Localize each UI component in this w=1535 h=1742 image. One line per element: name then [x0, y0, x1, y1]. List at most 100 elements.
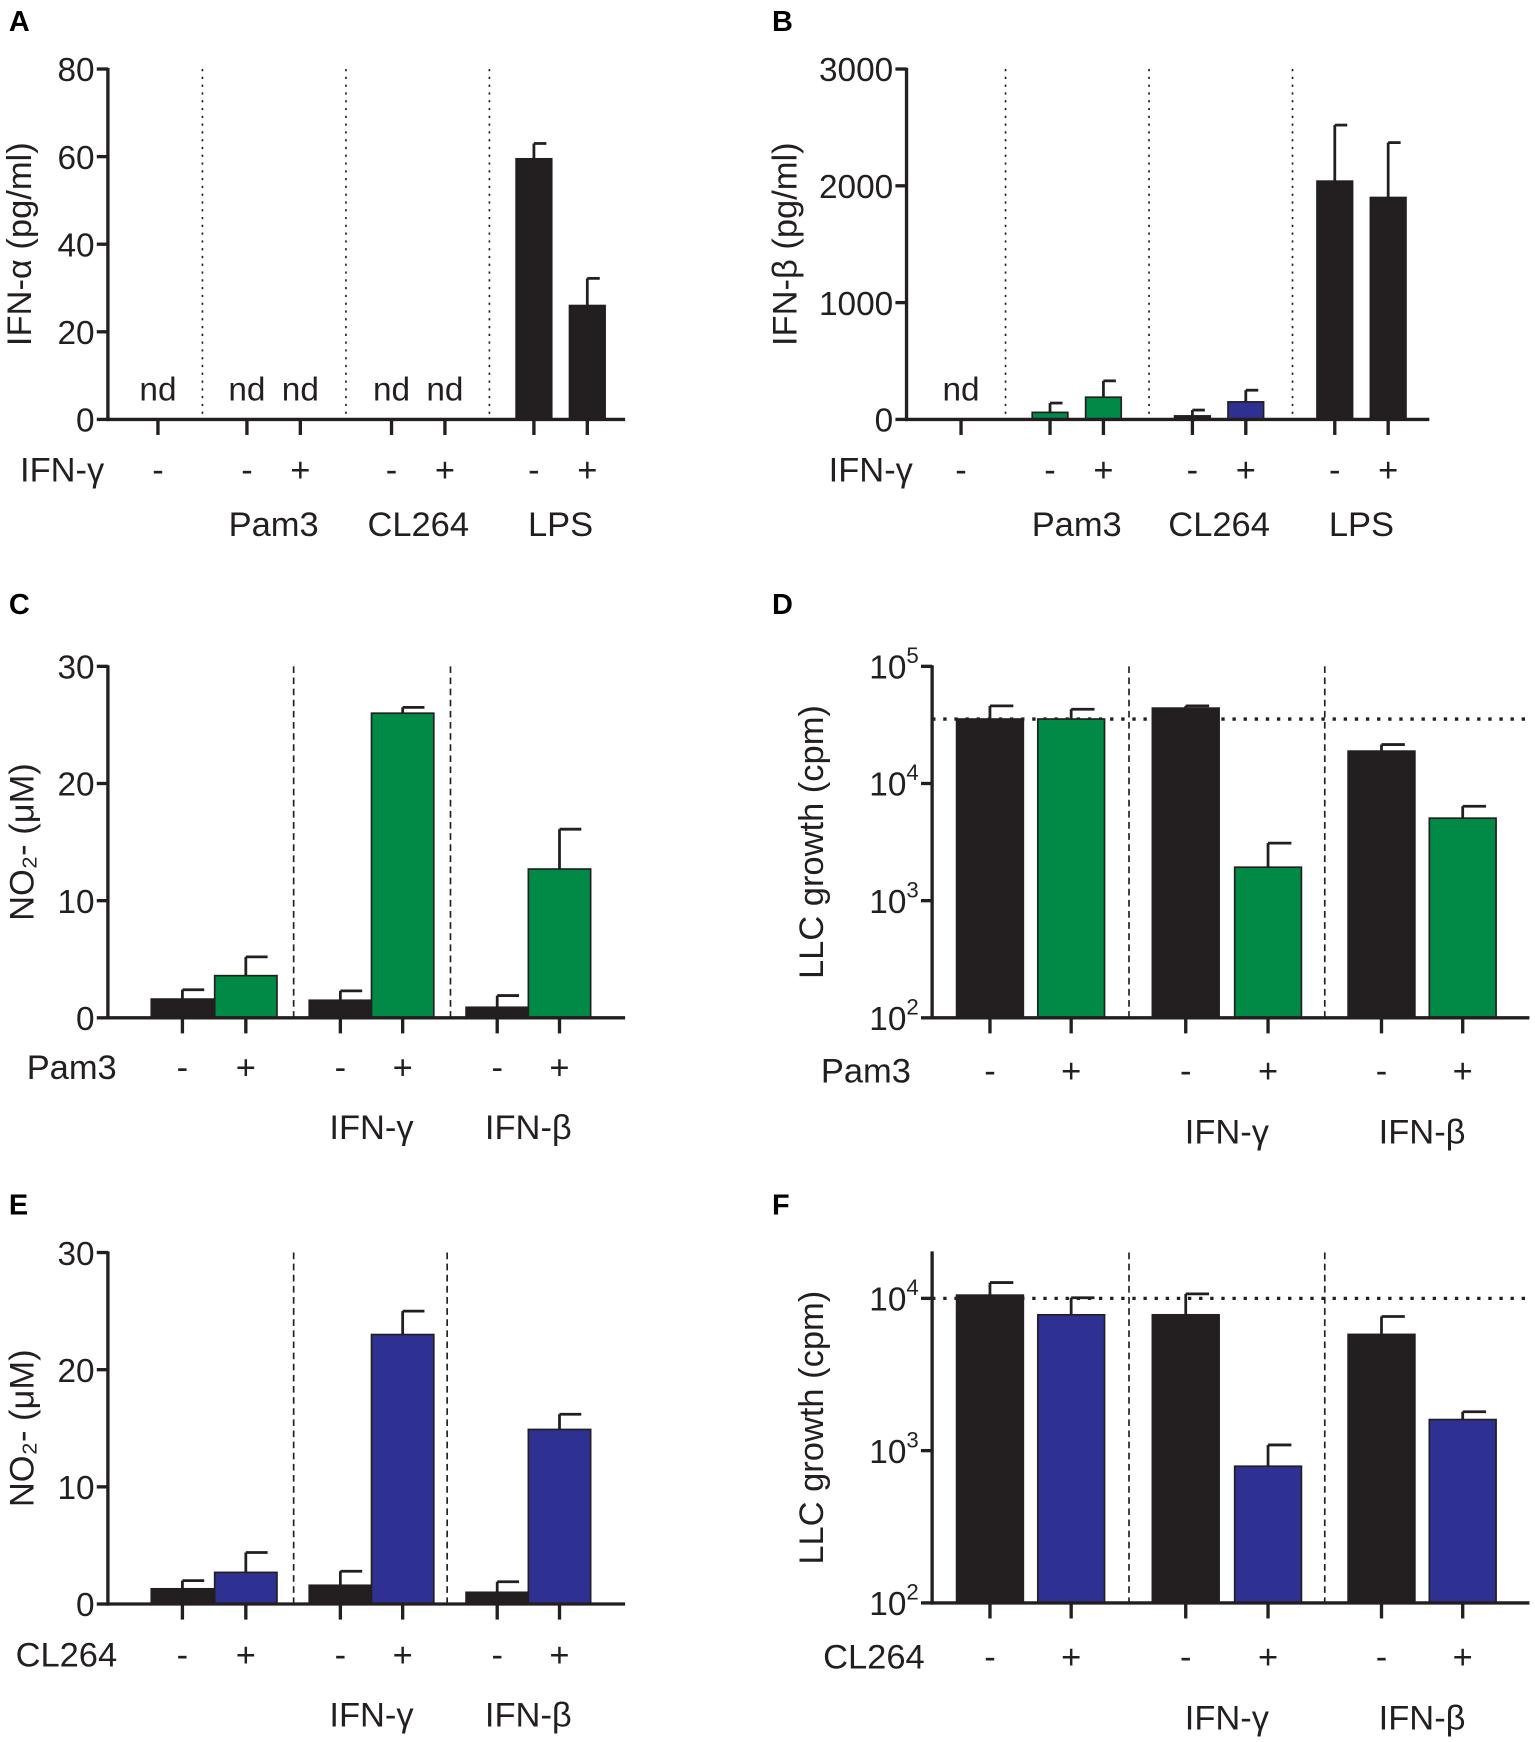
nd-label: nd — [942, 371, 979, 408]
factor-label: Pam3 — [821, 1052, 911, 1090]
group-label: IFN-γ — [329, 1696, 414, 1734]
group-label: IFN-β — [1379, 1700, 1466, 1738]
bar — [568, 304, 606, 421]
bar — [1151, 707, 1220, 1019]
bar — [1316, 180, 1354, 421]
treatment-sign: - — [1044, 452, 1055, 490]
treatment-sign: - — [984, 1639, 995, 1677]
y-tick-label: 105 — [869, 643, 918, 687]
bar — [1369, 196, 1407, 421]
panel-letter: A — [9, 6, 30, 38]
treatment-sign: - — [491, 1049, 502, 1087]
treatment-sign: - — [1180, 1639, 1191, 1677]
bar — [1151, 1313, 1220, 1604]
treatment-sign: - — [528, 452, 539, 490]
bar — [1233, 866, 1303, 1019]
panel-letter: E — [9, 1190, 28, 1222]
bar — [150, 998, 215, 1019]
treatment-sign: - — [335, 1049, 346, 1087]
y-tick-label: 20 — [57, 767, 94, 804]
treatment-sign: + — [549, 1049, 569, 1087]
y-tick-label: 30 — [57, 650, 94, 687]
treatment-sign: - — [177, 1049, 188, 1087]
bar — [515, 157, 553, 421]
treatment-sign: + — [393, 1636, 413, 1674]
y-tick-label: 10 — [57, 884, 94, 921]
bar — [308, 999, 373, 1019]
tick-exponent: 3 — [906, 1427, 918, 1452]
tick-exponent: 2 — [906, 1580, 918, 1605]
bar — [527, 868, 592, 1019]
group-label: LPS — [1329, 506, 1394, 544]
bar — [370, 712, 435, 1019]
y-axis-label: LLC growth (cpm) — [793, 1291, 831, 1565]
bar — [1347, 750, 1416, 1019]
treatment-sign: - — [241, 452, 252, 490]
y-axis-label: LLC growth (cpm) — [793, 705, 831, 979]
factor-label: CL264 — [823, 1639, 925, 1677]
panel-letter: D — [772, 589, 793, 621]
bar — [213, 974, 278, 1019]
bar — [1428, 817, 1497, 1019]
bar — [1233, 1465, 1303, 1604]
y-tick-label: 60 — [57, 140, 94, 177]
treatment-sign: + — [236, 1049, 256, 1087]
treatment-sign: - — [491, 1636, 502, 1674]
y-tick-label: 104 — [869, 760, 918, 804]
bar — [150, 1587, 215, 1605]
tick-exponent: 4 — [906, 760, 918, 785]
nd-label: nd — [228, 371, 265, 408]
panel-letter: C — [9, 589, 30, 621]
tick-exponent: 2 — [906, 994, 918, 1019]
treatment-sign: + — [1258, 1052, 1278, 1090]
bar — [1036, 718, 1106, 1019]
y-tick-label: 40 — [57, 227, 94, 264]
treatment-sign: + — [435, 452, 455, 490]
treatment-sign: + — [1061, 1052, 1081, 1090]
treatment-sign: + — [577, 452, 597, 490]
y-tick-label: 103 — [869, 877, 918, 921]
treatment-sign: + — [1258, 1639, 1278, 1677]
treatment-sign: - — [1376, 1052, 1387, 1090]
y-tick-label: 30 — [57, 1236, 94, 1273]
factor-label: IFN-γ — [829, 452, 914, 490]
treatment-sign: - — [177, 1636, 188, 1674]
treatment-sign: + — [1061, 1639, 1081, 1677]
treatment-sign: + — [393, 1049, 413, 1087]
group-label: CL264 — [367, 506, 469, 544]
group-label: IFN-γ — [1185, 1114, 1270, 1152]
y-axis-label: NO₂- (μM) — [3, 763, 41, 921]
y-axis-label: NO₂- (μM) — [3, 1349, 41, 1507]
bar — [1347, 1333, 1416, 1604]
bar — [370, 1333, 435, 1605]
y-tick-label: 0 — [76, 403, 95, 440]
group-label: CL264 — [1168, 506, 1270, 544]
panel-E: E NO₂- (μM) - + - + - +0 10 20 30 CL264 IFN-γ IFN-β — [3, 1190, 626, 1734]
panel-C: C NO₂- (μM) - + - + - +0 10 20 30 Pam3 IFN-γ IFN-β — [3, 589, 626, 1147]
group-label: IFN-β — [485, 1696, 572, 1734]
group-label: LPS — [528, 506, 593, 544]
treatment-sign: - — [386, 452, 397, 490]
group-label: Pam3 — [1032, 506, 1122, 544]
treatment-sign: + — [1236, 452, 1256, 490]
treatment-sign: + — [1453, 1639, 1473, 1677]
treatment-sign: - — [955, 452, 966, 490]
y-tick-label: 20 — [57, 1353, 94, 1390]
treatment-sign: - — [1187, 452, 1198, 490]
nd-label: nd — [139, 371, 176, 408]
y-axis-label: IFN-α (pg/ml) — [1, 142, 39, 346]
treatment-sign: - — [152, 452, 163, 490]
y-tick-label: 20 — [57, 315, 94, 352]
y-tick-label: 0 — [875, 403, 894, 440]
y-tick-label: 0 — [76, 1001, 95, 1038]
y-tick-label: 102 — [869, 1580, 918, 1624]
bar — [213, 1571, 278, 1605]
y-axis-label: IFN-β (pg/ml) — [766, 142, 804, 346]
bar — [527, 1428, 592, 1605]
y-tick-label: 10 — [57, 1470, 94, 1507]
nd-label: nd — [282, 371, 319, 408]
treatment-sign: + — [1378, 452, 1398, 490]
treatment-sign: + — [1093, 452, 1113, 490]
